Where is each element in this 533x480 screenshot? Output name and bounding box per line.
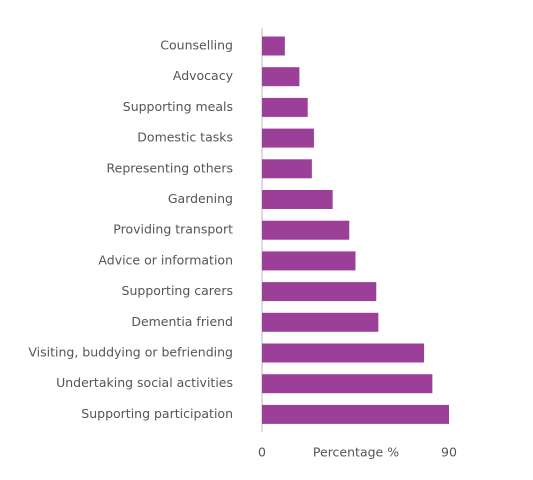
y-tick-label: Counselling	[160, 38, 233, 53]
x-tick-label: 90	[441, 445, 457, 460]
y-tick-label: Domestic tasks	[137, 130, 233, 145]
y-tick-label: Representing others	[107, 160, 233, 175]
bar	[262, 404, 449, 424]
y-tick-label: Undertaking social activities	[56, 375, 233, 390]
bar	[262, 374, 433, 394]
bar	[262, 312, 379, 332]
bar	[262, 67, 300, 87]
bar	[262, 97, 308, 117]
y-tick-label: Visiting, buddying or befriending	[28, 345, 233, 360]
bar	[262, 220, 350, 240]
bar	[262, 343, 425, 363]
y-tick-label: Supporting participation	[81, 406, 233, 421]
bar	[262, 190, 333, 209]
y-tick-label: Supporting carers	[122, 283, 233, 298]
y-tick-label: Gardening	[168, 191, 233, 206]
bar	[262, 36, 285, 56]
x-axis-label: Percentage %	[313, 445, 399, 460]
bar	[262, 159, 312, 179]
y-tick-label: Supporting meals	[123, 99, 233, 114]
bar	[262, 128, 314, 148]
x-tick-label: 0	[258, 445, 266, 460]
y-tick-label: Providing transport	[113, 222, 233, 237]
bar	[262, 282, 377, 302]
y-tick-label: Dementia friend	[131, 314, 233, 329]
y-tick-label: Advice or information	[98, 252, 233, 267]
bar	[262, 251, 356, 271]
y-tick-label: Advocacy	[173, 68, 234, 83]
